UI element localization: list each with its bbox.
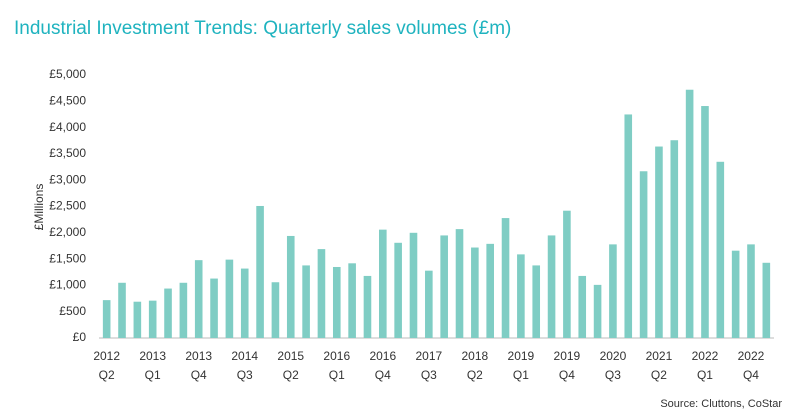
x-tick-label: Q1 <box>697 368 713 382</box>
bar <box>363 275 372 338</box>
x-tick-label: 2013 <box>185 349 212 363</box>
bar <box>225 259 234 338</box>
x-tick-label: Q3 <box>237 368 253 382</box>
bar <box>317 249 326 338</box>
x-tick-label: 2019 <box>554 349 581 363</box>
y-tick-label: £2,000 <box>49 225 86 239</box>
bar <box>547 235 556 338</box>
x-tick-label: 2022 <box>692 349 719 363</box>
x-tick-label: 2017 <box>415 349 442 363</box>
bar <box>731 250 740 338</box>
bar <box>716 161 725 338</box>
y-tick-label: £5,000 <box>49 67 86 81</box>
bar <box>701 106 709 338</box>
bar <box>624 114 633 338</box>
bar <box>271 282 280 338</box>
bar <box>455 229 464 338</box>
x-tick-label: Q2 <box>651 368 667 382</box>
bar <box>256 205 264 338</box>
x-tick-label: 2014 <box>231 349 258 363</box>
bar <box>440 235 448 338</box>
bar <box>593 284 602 338</box>
source: Source: Cluttons, CoStar <box>660 398 782 410</box>
bar <box>639 171 648 338</box>
y-tick-label: £1,500 <box>49 251 86 265</box>
y-tick-label: £3,000 <box>49 172 86 186</box>
bar <box>471 247 479 338</box>
bar <box>762 262 771 338</box>
bar <box>670 140 679 338</box>
y-tick-label: £1,000 <box>49 278 86 292</box>
x-tick-label: 2020 <box>600 349 627 363</box>
bar <box>425 270 433 338</box>
bar <box>286 235 295 338</box>
bar <box>302 265 310 338</box>
x-tick-label: 2016 <box>323 349 350 363</box>
bar <box>685 89 694 338</box>
x-tick-label: Q4 <box>375 368 391 382</box>
x-tick-label: 2019 <box>508 349 535 363</box>
y-tick-label: £4,500 <box>49 93 86 107</box>
bar <box>747 244 755 338</box>
x-tick-label: 2013 <box>139 349 166 363</box>
x-tick-label: 2012 <box>93 349 120 363</box>
x-tick-label: Q3 <box>421 368 437 382</box>
y-axis-label: £Millions <box>32 184 46 231</box>
bar <box>240 268 249 338</box>
bar <box>394 242 402 338</box>
bar <box>164 288 172 338</box>
x-tick-label: Q2 <box>99 368 115 382</box>
bar <box>179 282 188 338</box>
y-tick-label: £3,500 <box>49 146 86 160</box>
bar <box>409 232 418 338</box>
x-tick-label: 2015 <box>277 349 304 363</box>
bar <box>348 263 356 338</box>
bar <box>332 266 341 338</box>
x-tick-label: Q4 <box>743 368 759 382</box>
x-tick-label: 2018 <box>462 349 489 363</box>
bar <box>609 244 617 338</box>
bar <box>118 282 126 338</box>
bar <box>102 300 111 338</box>
bar <box>501 218 510 338</box>
x-tick-label: 2016 <box>369 349 396 363</box>
x-tick-label: Q4 <box>559 368 575 382</box>
x-tick-label: Q2 <box>467 368 483 382</box>
bar <box>578 275 587 338</box>
x-tick-label: Q4 <box>191 368 207 382</box>
bar <box>517 254 525 338</box>
bar <box>133 301 142 338</box>
bar <box>194 260 203 338</box>
x-tick-label: Q1 <box>513 368 529 382</box>
bar <box>655 146 663 338</box>
y-tick-label: £4,000 <box>49 120 86 134</box>
x-tick-label: Q1 <box>145 368 161 382</box>
bar <box>486 243 494 338</box>
y-tick-label: £2,500 <box>49 199 86 213</box>
x-tick-label: Q2 <box>283 368 299 382</box>
y-tick-label: £0 <box>73 330 87 344</box>
bar <box>379 229 387 338</box>
x-tick-label: Q1 <box>329 368 345 382</box>
bar <box>210 278 218 338</box>
bar <box>532 265 541 338</box>
x-tick-label: 2022 <box>738 349 765 363</box>
x-tick-label: Q3 <box>605 368 621 382</box>
chart-title: Industrial Investment Trends: Quarterly … <box>14 18 511 39</box>
y-tick-label: £500 <box>59 304 86 318</box>
x-tick-label: 2021 <box>646 349 673 363</box>
bar <box>563 210 571 338</box>
bar <box>148 300 157 338</box>
